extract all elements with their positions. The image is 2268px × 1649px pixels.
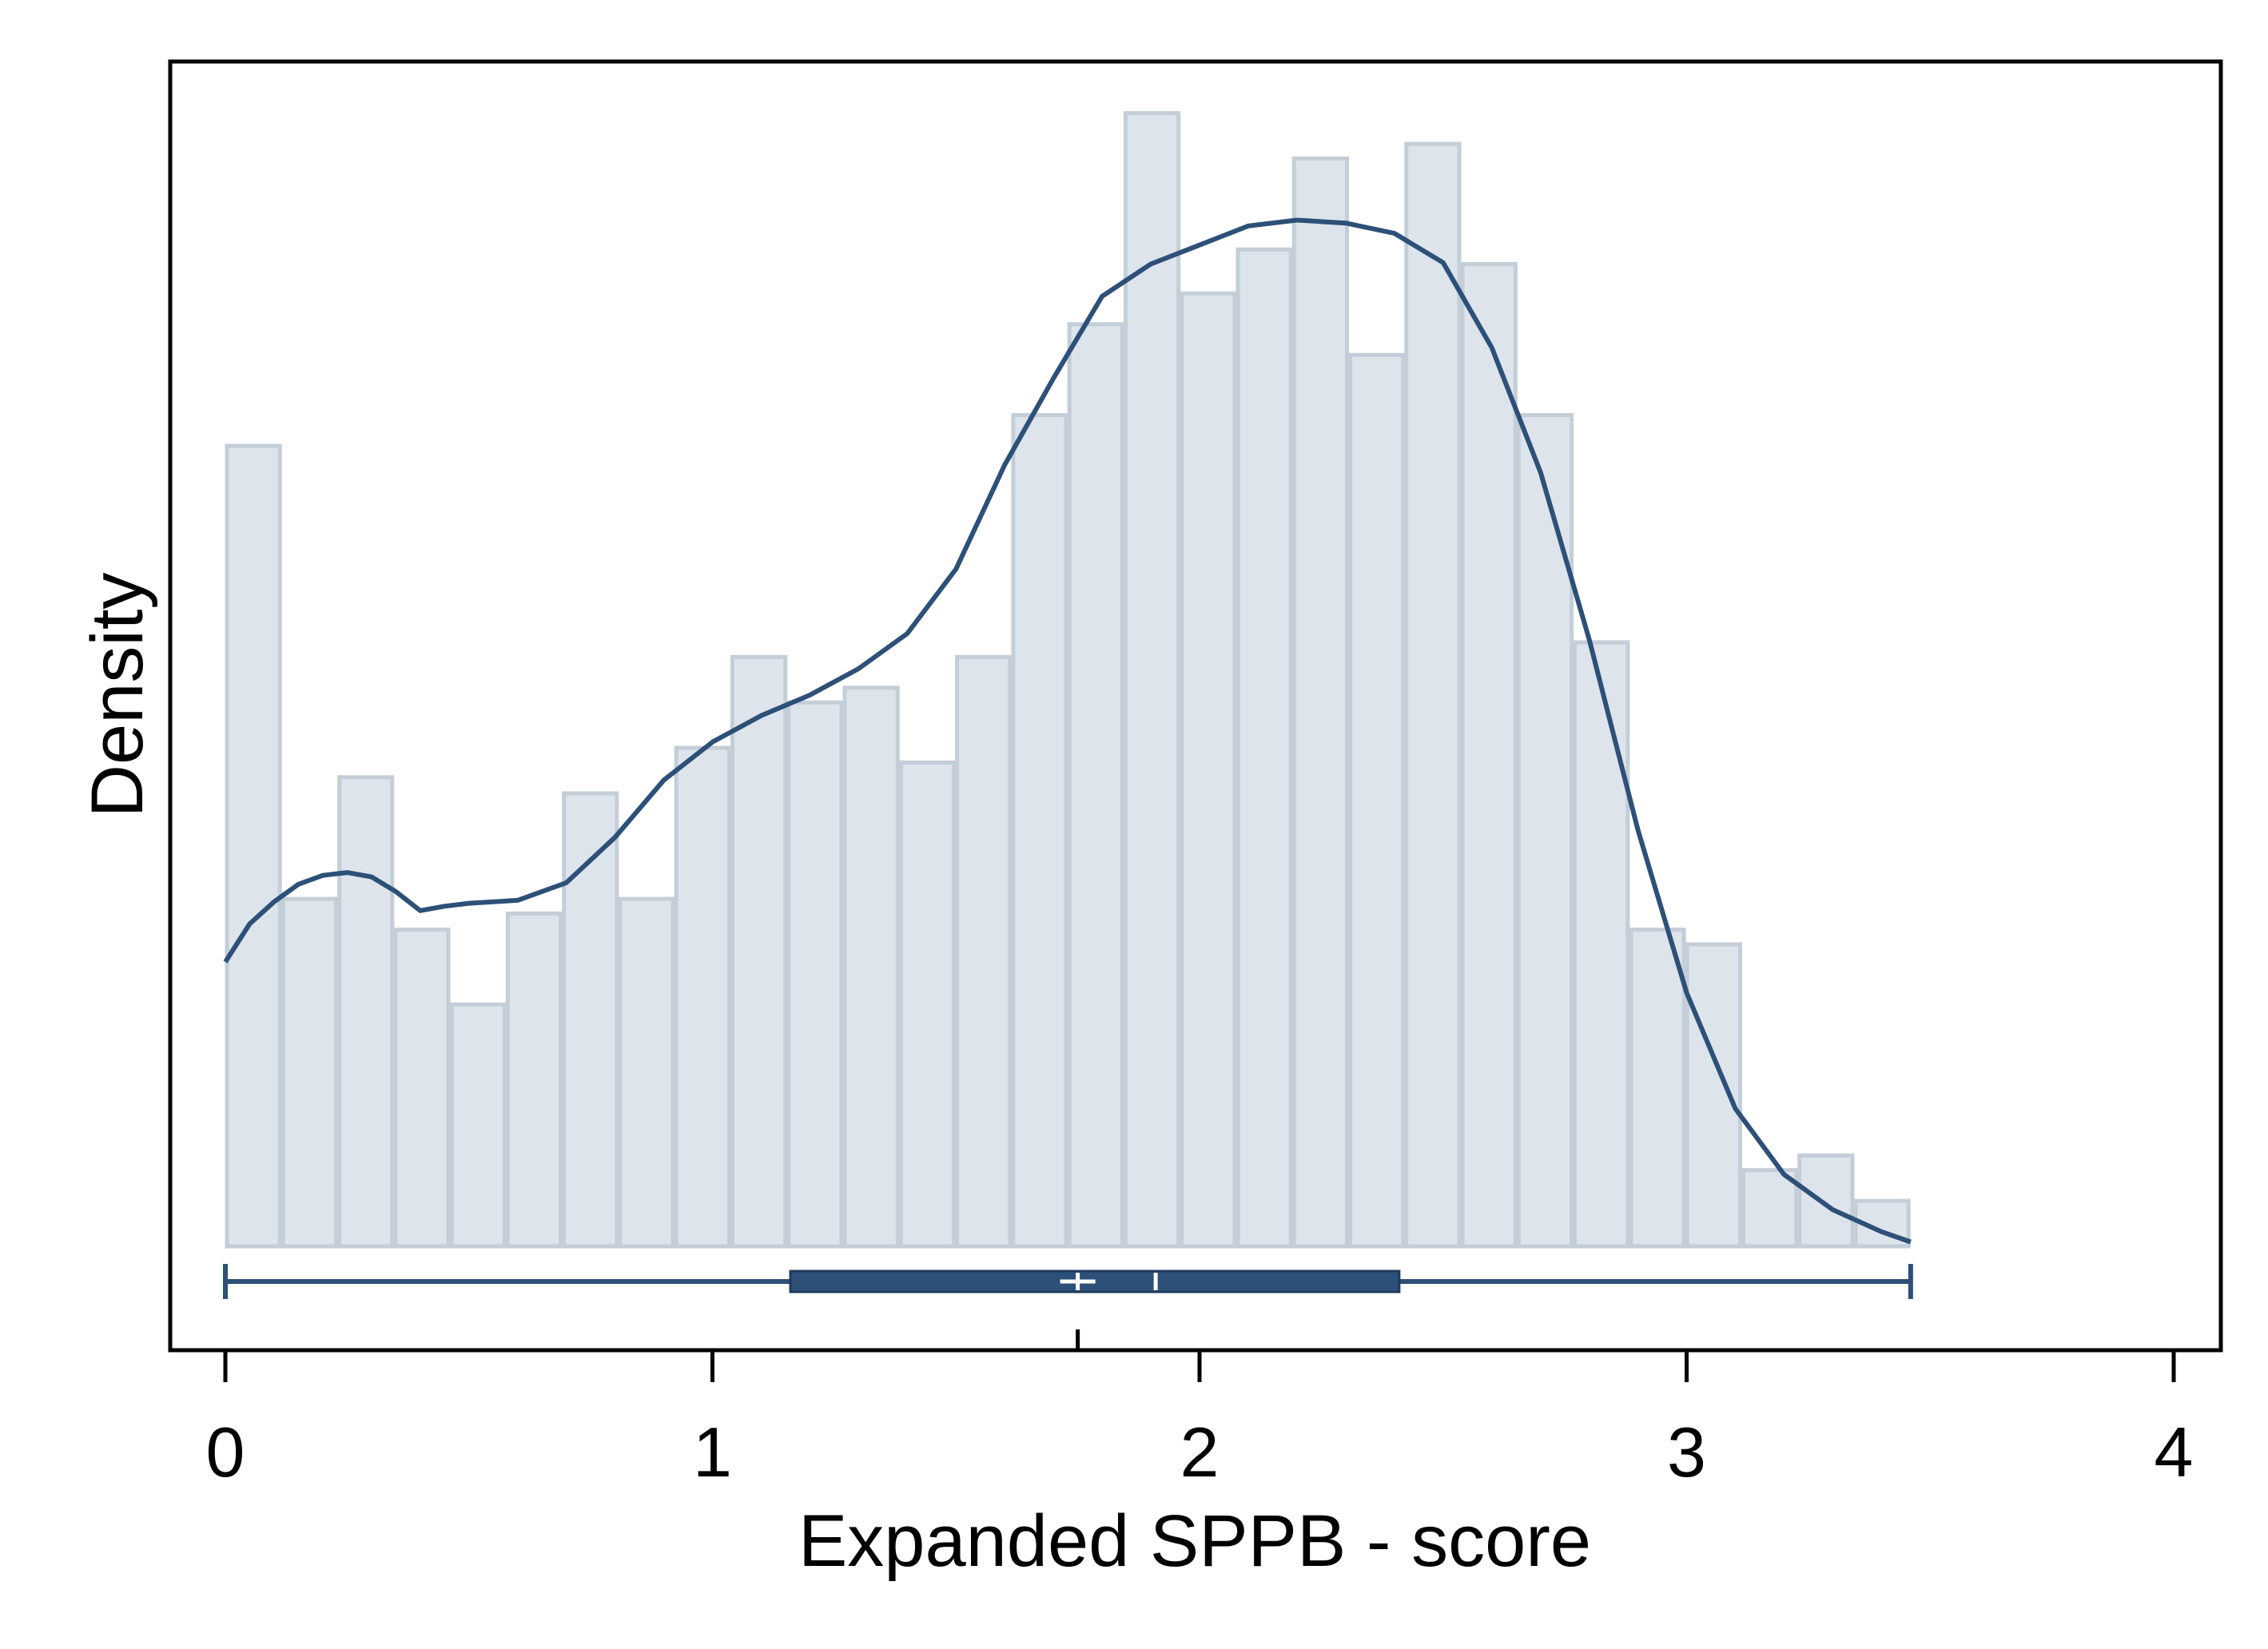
histogram-bar-13: [955, 654, 1013, 1249]
histogram-bar-17: [1180, 291, 1237, 1249]
histogram-bar-28: [1797, 1153, 1855, 1249]
y-axis-title: Density: [77, 573, 158, 818]
histogram-bar-11: [842, 685, 900, 1249]
x-tick-label-4: 4: [2155, 1413, 2194, 1492]
boxplot-layer: [223, 1264, 1913, 1299]
histogram-bar-23: [1516, 413, 1574, 1249]
histogram-bar-7: [618, 896, 675, 1249]
x-axis: 0 1 2 3 4: [206, 1329, 2194, 1492]
histogram-bar-25: [1629, 928, 1686, 1249]
x-tick-label-0: 0: [206, 1413, 245, 1492]
histogram-bar-1: [281, 896, 339, 1249]
x-tick-label-1: 1: [693, 1413, 732, 1492]
histogram-bar-4: [449, 1002, 507, 1249]
histogram-bar-9: [730, 654, 788, 1249]
histogram-bar-6: [562, 791, 619, 1249]
x-tick-label-3: 3: [1667, 1413, 1706, 1492]
histogram-bar-15: [1067, 322, 1124, 1249]
histogram-bar-12: [898, 760, 957, 1249]
histogram-bar-20: [1348, 352, 1406, 1249]
histogram-bar-8: [674, 745, 731, 1249]
histogram-bar-21: [1404, 141, 1462, 1249]
x-axis-title: Expanded SPPB - score: [798, 1500, 1591, 1582]
density-curve: [223, 217, 1912, 1245]
density-curve-layer: [223, 217, 1912, 1245]
histogram-bar-14: [1011, 413, 1068, 1249]
histogram-bar-0: [225, 443, 282, 1249]
histogram-bar-3: [393, 928, 451, 1249]
histogram-bar-24: [1573, 640, 1630, 1249]
histogram-bar-27: [1741, 1168, 1799, 1249]
histogram-bar-2: [337, 775, 395, 1249]
histogram-bar-16: [1123, 111, 1181, 1249]
histogram-bar-22: [1460, 262, 1518, 1249]
histogram-bar-19: [1291, 156, 1350, 1249]
histogram-bar-10: [786, 700, 844, 1249]
x-tick-label-2: 2: [1180, 1413, 1220, 1492]
histogram-bar-5: [505, 911, 563, 1249]
histogram-bar-18: [1235, 247, 1293, 1249]
